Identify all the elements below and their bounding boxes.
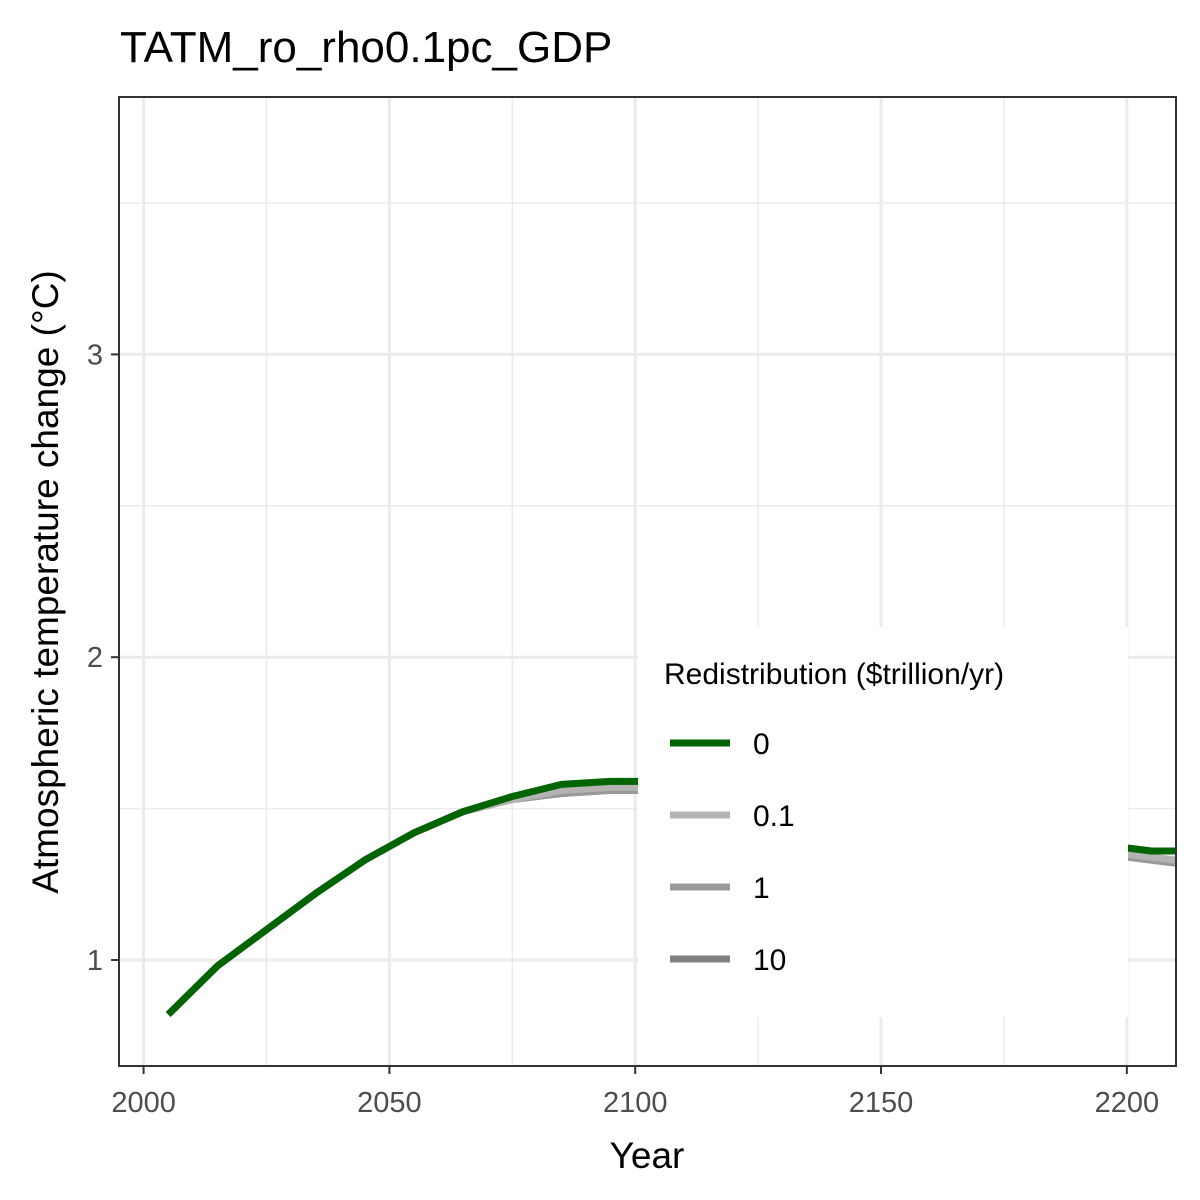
y-tick-label: 2 (87, 642, 103, 674)
y-axis-title: Atmospheric temperature change (°C) (25, 270, 66, 894)
x-axis-title: Year (610, 1135, 685, 1176)
legend-items: 0 0.1 1 10 (670, 728, 795, 977)
plot-border (118, 96, 1177, 1067)
legend-label: 0 (753, 728, 770, 761)
legend-label: 10 (753, 944, 786, 977)
y-tick-label: 3 (87, 339, 103, 371)
x-tick-label: 2150 (849, 1087, 914, 1119)
chart-title: TATM_ro_rho0.1pc_GDP (120, 23, 612, 72)
y-tick-label: 1 (87, 945, 103, 977)
legend-title: Redistribution ($trillion/yr) (664, 658, 1004, 691)
x-tick-label: 2100 (603, 1087, 668, 1119)
legend-background (638, 627, 1128, 1017)
legend-item: 10 (670, 944, 786, 977)
x-tick-label: 2200 (1095, 1087, 1160, 1119)
legend-item: 1 (670, 872, 770, 905)
y-axis: 1 2 3 (87, 339, 119, 977)
x-tick-label: 2000 (111, 1087, 176, 1119)
x-tick-label: 2050 (357, 1087, 422, 1119)
x-axis: 2000 2050 2100 2150 2200 (111, 1066, 1159, 1119)
legend-item: 0 (670, 728, 770, 761)
legend-label: 1 (753, 872, 770, 905)
legend-item: 0.1 (670, 800, 795, 833)
legend-label: 0.1 (753, 800, 795, 833)
legend: Redistribution ($trillion/yr) 0 0.1 1 10 (638, 627, 1128, 1017)
